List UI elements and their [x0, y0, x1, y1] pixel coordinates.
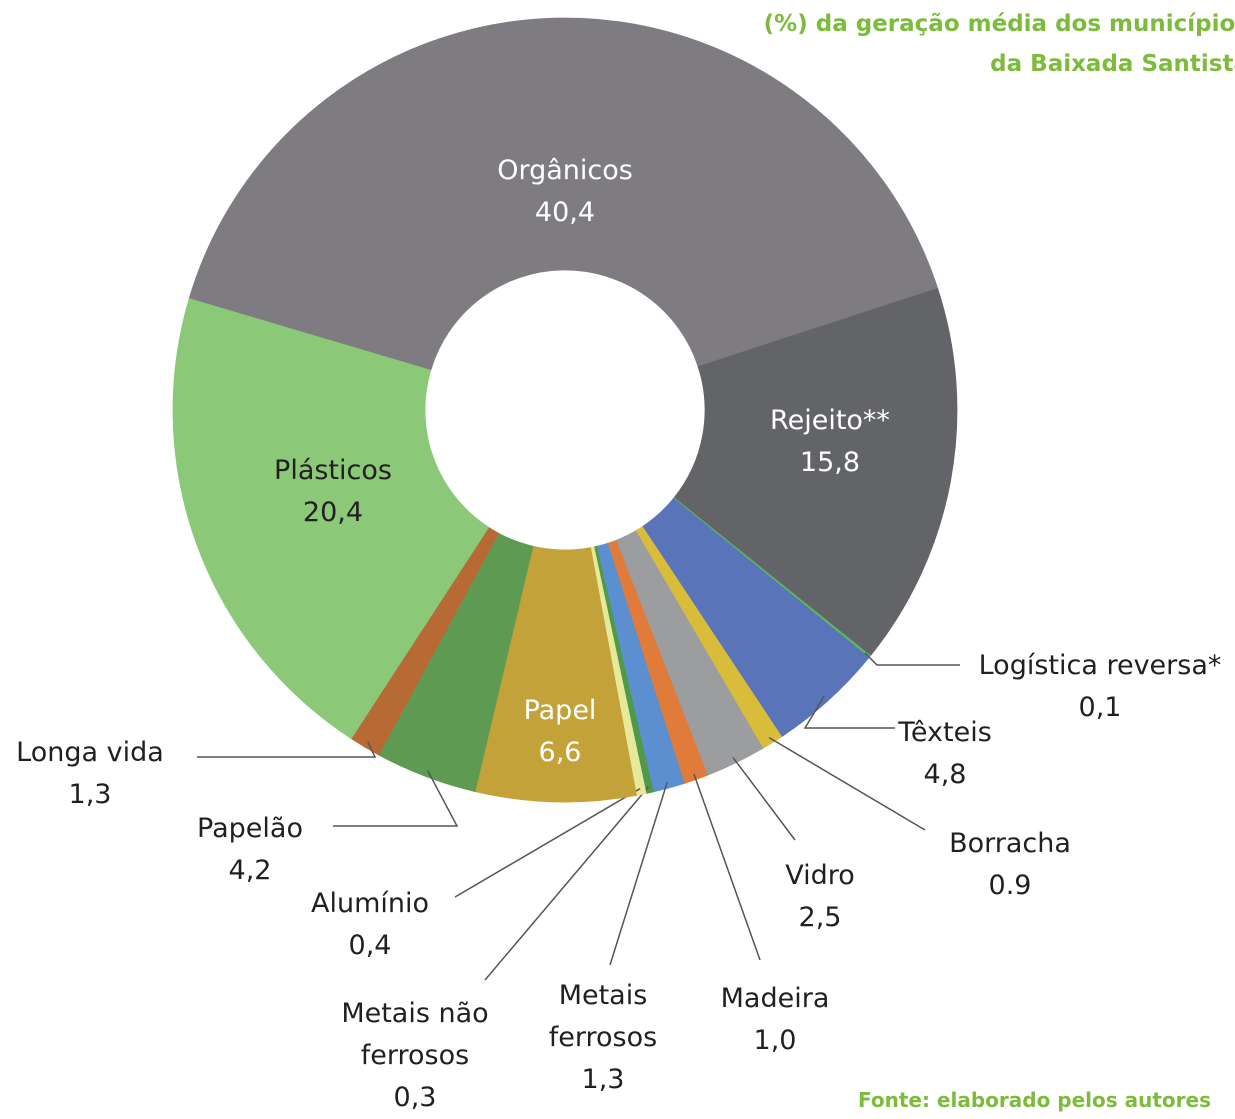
chart-title: (%) da geração média dos municípios da B…: [764, 4, 1235, 84]
leader-line: [333, 770, 459, 827]
slice-value: 0,4: [348, 930, 392, 961]
slice-label: Madeira 1,0: [721, 978, 830, 1062]
slice-label: Papel 6,6: [524, 690, 597, 774]
slice-name: Rejeito**: [770, 405, 890, 436]
slice-name: Têxteis: [898, 717, 992, 748]
slice-value: 1,0: [753, 1025, 797, 1056]
slice-label: Orgânicos 40,4: [497, 150, 633, 234]
slice-name: Metais não ferrosos: [341, 998, 489, 1071]
slice-label: Papelão 4,2: [197, 808, 303, 892]
slice-value: 2,5: [798, 902, 842, 933]
slice-value: 0,1: [1078, 692, 1122, 723]
slice-name: Alumínio: [310, 888, 430, 919]
slice-value: 15,8: [799, 447, 861, 478]
slice-name: Metais ferrosos: [548, 980, 658, 1053]
slice-value: 20,4: [302, 497, 364, 528]
leader-line: [864, 652, 960, 666]
slice-label: Logística reversa* 0,1: [979, 645, 1222, 729]
slice-label: Metais ferrosos 1,3: [538, 975, 668, 1101]
leader-line: [732, 757, 796, 841]
slice-label: Longa vida 1,3: [16, 732, 164, 816]
slice-label: Plásticos 20,4: [274, 450, 392, 534]
slice-name: Papel: [523, 695, 597, 726]
title-line: (%) da geração média dos municípios: [763, 11, 1235, 37]
slice-name: Vidro: [785, 860, 855, 891]
slice-value: 1,3: [68, 779, 112, 810]
leader-line: [768, 736, 926, 831]
slice-name: Longa vida: [16, 737, 164, 768]
slice-value: 6,6: [538, 737, 582, 768]
slice: [172, 298, 490, 740]
leader-line: [197, 741, 377, 758]
slice-name: Madeira: [720, 983, 830, 1014]
slice-name: Borracha: [949, 828, 1071, 859]
slice-name: Papelão: [197, 813, 303, 844]
slice-value: 0,3: [393, 1082, 437, 1113]
title-line: da Baixada Santista: [990, 51, 1235, 77]
slice: [188, 17, 939, 371]
slice-name: Logística reversa*: [978, 650, 1222, 681]
leader-line: [484, 786, 649, 981]
leader-line: [454, 787, 641, 898]
slice-value: 4,2: [228, 855, 272, 886]
slice-label: Vidro 2,5: [785, 855, 855, 939]
leader-line: [609, 781, 668, 966]
leader-line: [803, 695, 895, 729]
slice-label: Rejeito** 15,8: [770, 400, 890, 484]
leader-line: [693, 773, 761, 961]
source-note: Fonte: elaborado pelos autores: [858, 1088, 1211, 1112]
slice-name: Orgânicos: [497, 155, 633, 186]
slice-value: 40,4: [534, 197, 596, 228]
slice-label: Metais não ferrosos 0,3: [335, 993, 495, 1119]
slice-label: Têxteis 4,8: [898, 712, 992, 796]
slice-value: 1,3: [581, 1064, 625, 1095]
slice-label: Borracha 0.9: [949, 823, 1071, 907]
slice-name: Plásticos: [274, 455, 392, 486]
slice-value: 0.9: [988, 870, 1032, 901]
slice-value: 4,8: [923, 759, 967, 790]
slice-label: Alumínio 0,4: [311, 883, 429, 967]
slice: [673, 287, 958, 657]
